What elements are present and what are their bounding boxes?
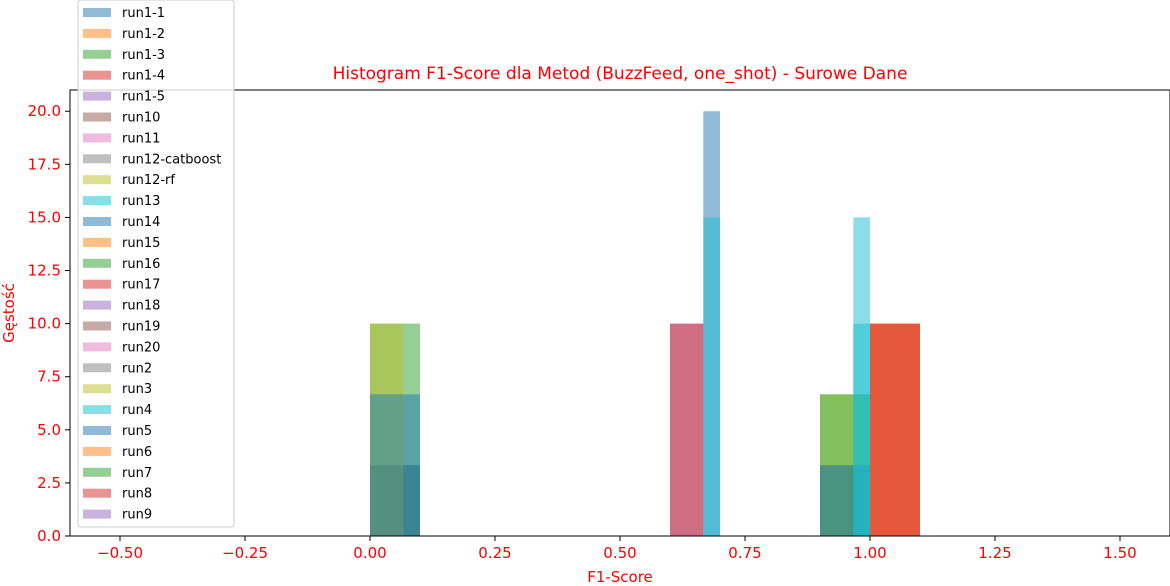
legend-box: [77, 0, 235, 528]
legend-swatch-run18: [83, 300, 111, 310]
legend-swatch-run12-rf: [83, 175, 111, 185]
legend-label-run11: run11: [122, 131, 160, 146]
x-tick-label-4: 0.50: [603, 544, 636, 562]
y-tick-label-7: 17.5: [28, 155, 61, 173]
legend-swatch-run11: [83, 133, 111, 143]
legend-label-run4: run4: [122, 403, 152, 418]
histogram-bar-7: [670, 323, 704, 536]
legend-label-run5: run5: [122, 424, 152, 439]
legend-label-run1-5: run1-5: [122, 90, 165, 105]
legend: run1-1 run1-2 run1-3 run1-4 run1-5 run10 run11…: [77, 0, 235, 528]
histogram-bar-18: [870, 323, 920, 536]
y-tick-label-6: 15.0: [28, 208, 61, 226]
legend-swatch-run7: [83, 467, 111, 477]
x-tick-label-2: 0.00: [353, 544, 386, 562]
y-tick-label-0: 0.0: [37, 527, 61, 545]
x-tick-label-6: 1.00: [853, 544, 886, 562]
x-tick-label-8: 1.50: [1103, 544, 1136, 562]
legend-swatch-run12-catboost: [83, 154, 111, 164]
legend-label-run13: run13: [122, 194, 160, 209]
legend-label-run19: run19: [122, 320, 160, 335]
legend-swatch-run20: [83, 342, 111, 352]
legend-swatch-run6: [83, 446, 111, 456]
legend-swatch-run3: [83, 384, 111, 394]
legend-label-run1-3: run1-3: [122, 48, 165, 63]
x-tick-label-0: −0.50: [97, 544, 143, 562]
y-tick-label-5: 12.5: [28, 262, 61, 280]
x-axis-label: F1-Score: [587, 568, 653, 586]
legend-swatch-run1-5: [83, 91, 111, 101]
legend-label-run15: run15: [122, 236, 160, 251]
legend-swatch-run1-2: [83, 28, 111, 38]
legend-swatch-run9: [83, 509, 111, 519]
y-tick-label-8: 20.0: [28, 102, 61, 120]
legend-label-run14: run14: [122, 215, 160, 230]
legend-swatch-run14: [83, 217, 111, 226]
legend-label-run8: run8: [122, 487, 152, 502]
legend-label-run3: run3: [122, 382, 152, 397]
histogram-bar-5: [370, 394, 420, 536]
legend-label-run12-catboost: run12-catboost: [122, 152, 221, 167]
legend-swatch-run15: [83, 237, 111, 247]
legend-swatch-run1-1: [83, 8, 111, 17]
legend-label-run1-1: run1-1: [122, 6, 165, 21]
y-tick-label-1: 2.5: [37, 474, 61, 492]
y-tick-label-2: 5.0: [37, 421, 61, 439]
plot-frame: [69, 89, 1170, 537]
legend-swatch-run10: [83, 112, 111, 122]
legend-swatch-run2: [83, 363, 111, 373]
histogram-bar-9: [703, 217, 720, 536]
x-tick-label-3: 0.25: [478, 544, 511, 562]
y-axis: 0.0 2.5 5.0 7.5 10.0 12.5 15.0 17.5 20.0: [28, 102, 70, 545]
x-tick-label-5: 0.75: [728, 544, 761, 562]
legend-label-run9: run9: [122, 508, 152, 523]
y-axis-label: Gęstość: [0, 283, 18, 343]
legend-swatch-run1-3: [83, 49, 111, 59]
legend-swatch-run4: [83, 405, 111, 415]
legend-label-run12-rf: run12-rf: [122, 173, 175, 188]
y-tick-label-4: 10.0: [28, 315, 61, 333]
legend-label-run16: run16: [122, 257, 160, 272]
x-tick-label-7: 1.25: [978, 544, 1011, 562]
legend-label-run10: run10: [122, 111, 160, 126]
chart-title: Histogram F1-Score dla Metod (BuzzFeed, …: [333, 64, 908, 84]
histogram-bar-15: [853, 323, 870, 536]
legend-label-run2: run2: [122, 361, 152, 376]
legend-label-run18: run18: [122, 299, 160, 314]
legend-label-run17: run17: [122, 278, 160, 293]
x-axis: −0.50 −0.25 0.00 0.25 0.50 0.75 1.00 1.25 1.50: [97, 536, 1137, 562]
legend-swatch-run17: [83, 279, 111, 289]
legend-label-run1-2: run1-2: [122, 27, 165, 42]
legend-swatch-run5: [83, 426, 111, 435]
legend-label-run20: run20: [122, 340, 160, 355]
legend-label-run1-4: run1-4: [122, 69, 165, 84]
legend-swatch-run13: [83, 196, 111, 206]
bars-layer: [370, 111, 920, 536]
legend-label-run7: run7: [122, 466, 152, 481]
legend-swatch-run19: [83, 321, 111, 331]
legend-swatch-run8: [83, 488, 111, 498]
legend-swatch-run1-4: [83, 70, 111, 80]
legend-label-run6: run6: [122, 445, 152, 460]
x-tick-label-1: −0.25: [222, 544, 268, 562]
y-tick-label-3: 7.5: [37, 368, 61, 386]
legend-swatch-run16: [83, 258, 111, 268]
